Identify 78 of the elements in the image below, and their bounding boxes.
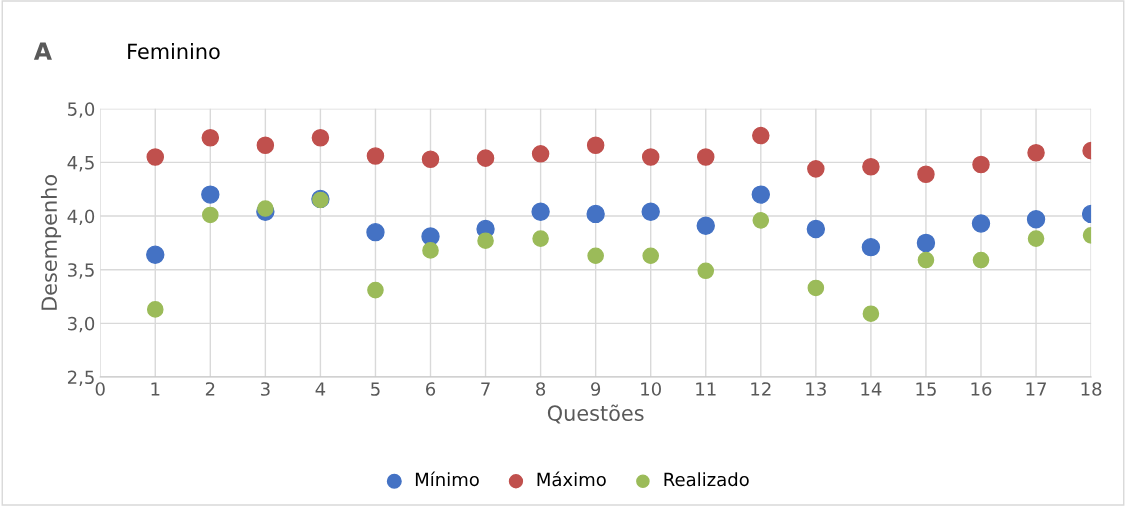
point [972,155,990,174]
x-tick-label: 12 [751,382,771,396]
point [422,242,439,259]
point [587,247,604,265]
point [257,200,274,217]
x-axis-title: Questões [547,404,644,424]
point [642,247,660,265]
x-tick-label: 9 [591,382,601,396]
x-tick-label: 11 [696,382,716,396]
point [586,204,605,224]
y-tick-label: 5,0 [68,102,95,118]
y-tick-label: 3,0 [68,316,95,333]
legend-label: Realizado [664,472,749,487]
x-tick-label: 3 [260,382,270,396]
chart-title: Feminino [128,43,220,60]
y-tick-label: 4,0 [67,209,95,226]
point [256,136,275,155]
point [641,148,660,166]
text: A [33,42,52,60]
x-tick-label: 13 [806,382,826,396]
x-tick-label: 0 [95,382,105,396]
point [531,145,550,163]
point [201,128,220,147]
legend-label: Mínimo [415,471,479,487]
point [807,279,825,297]
point [202,206,219,224]
x-tick-label: 8 [536,382,546,396]
x-tick-label: 1 [151,382,160,396]
x-tick-label: 18 [1081,382,1102,396]
point [751,185,771,204]
point [477,232,494,250]
point [146,148,165,166]
y-tick-label: 2,5 [67,370,94,386]
y-axis-title: Desempenho [40,175,62,310]
point [696,216,715,235]
point [366,147,385,165]
point [806,219,826,239]
point [641,202,660,221]
x-tick-label: 15 [916,382,936,396]
y-tick-label: 3,5 [68,263,94,279]
point [862,157,880,176]
point [917,165,935,183]
point [807,160,825,178]
point [696,148,715,166]
point [311,128,330,147]
point [532,230,549,247]
point [531,202,550,221]
x-tick-label: 10 [641,382,661,396]
point [1027,230,1045,247]
x-tick-label: 7 [481,382,490,396]
point [861,237,881,257]
point [862,305,880,322]
point [972,251,990,269]
point [366,222,385,242]
point [752,212,770,229]
point [752,126,770,145]
point [367,281,384,299]
point [917,251,935,269]
y-tick-label: 4,5 [67,156,94,172]
point [971,214,991,233]
x-tick-label: 2 [205,382,215,396]
x-tick-label: 5 [371,382,380,396]
legend-label: Máximo [537,471,606,487]
point [201,185,220,204]
x-tick-label: 16 [971,382,992,396]
x-tick-label: 17 [1026,382,1046,396]
point [146,245,165,264]
x-tick-label: 6 [426,382,436,396]
point [1026,210,1046,229]
point [146,301,164,318]
point [697,262,715,280]
point [476,149,495,167]
point [916,233,936,253]
x-tick-label: 4 [315,382,326,396]
point [421,150,440,168]
x-tick-label: 14 [861,382,882,396]
point [1027,144,1045,162]
point [586,136,605,155]
